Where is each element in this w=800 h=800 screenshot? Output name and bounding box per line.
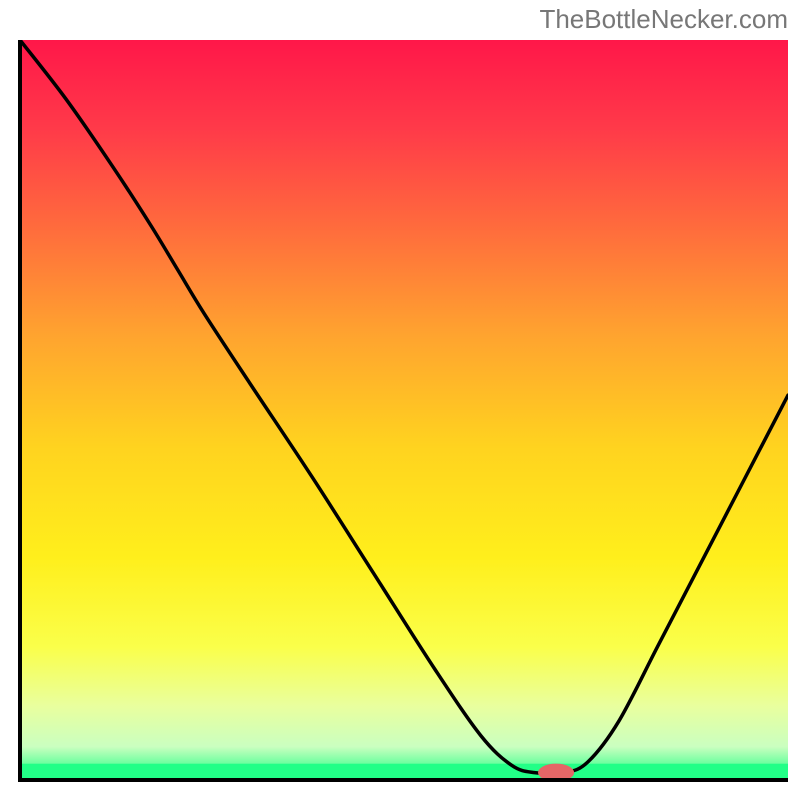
bottleneck-chart: TheBottleNecker.com <box>0 0 800 800</box>
watermark: TheBottleNecker.com <box>539 4 788 34</box>
optimal-band <box>20 764 788 780</box>
heatmap-gradient <box>20 40 788 780</box>
